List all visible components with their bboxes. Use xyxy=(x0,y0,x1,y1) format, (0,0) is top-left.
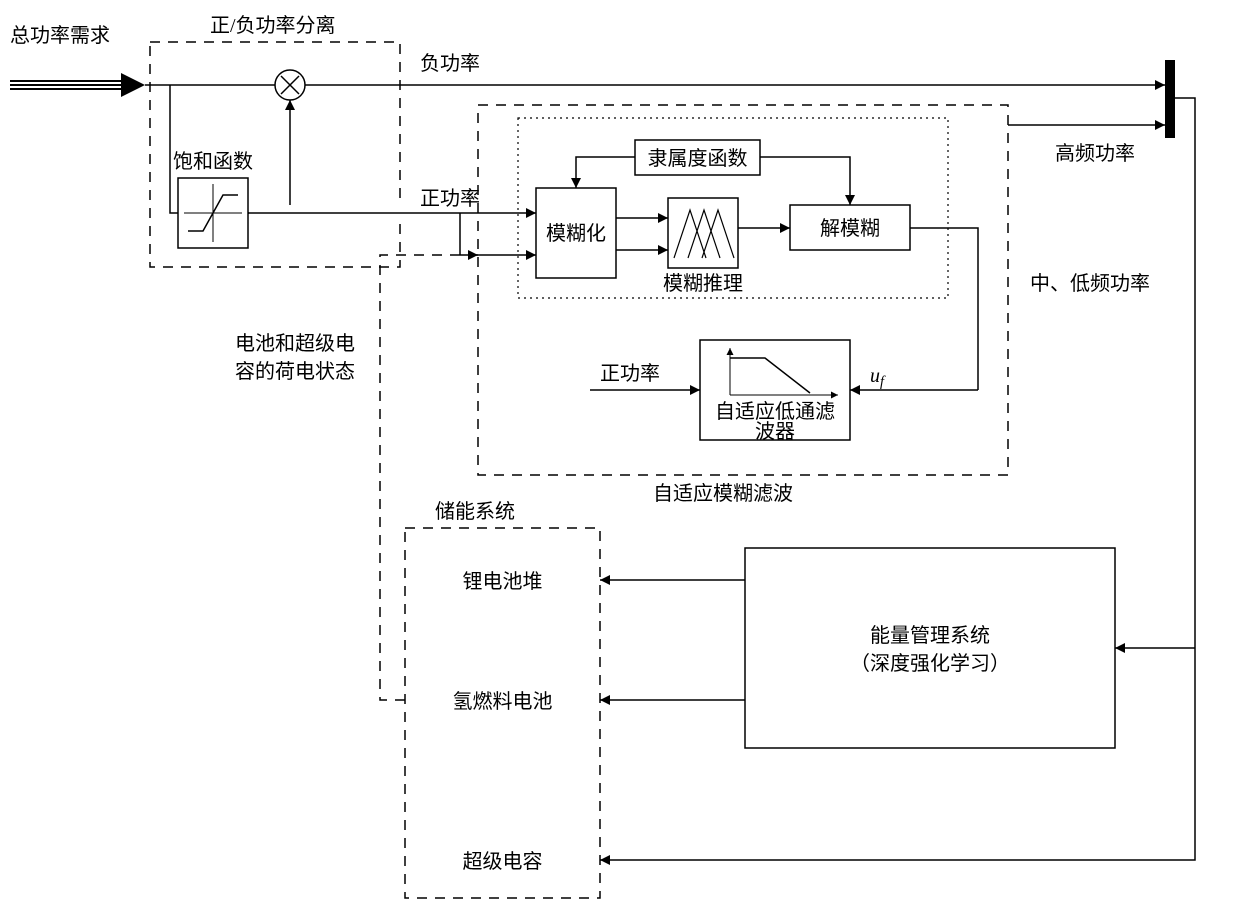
label-h2-fuelcell: 氢燃料电池 xyxy=(453,690,553,713)
label-total-power-demand: 总功率需求 xyxy=(10,24,110,47)
label-soc-1: 电池和超级电 xyxy=(235,332,355,355)
label-soc-2: 容的荷电状态 xyxy=(235,360,355,383)
label-high-freq-power: 高频功率 xyxy=(1055,142,1135,165)
label-pos-power: 正功率 xyxy=(420,187,480,210)
label-membership-fn: 隶属度函数 xyxy=(648,147,748,170)
label-neg-power: 负功率 xyxy=(420,52,480,75)
label-defuzzify: 解模糊 xyxy=(820,217,880,240)
label-storage-sys: 储能系统 xyxy=(435,500,515,523)
label-fuzzify: 模糊化 xyxy=(546,222,606,245)
label-li-battery: 锂电池堆 xyxy=(463,570,543,593)
label-pos-power-2: 正功率 xyxy=(600,362,660,385)
label-adaptive-lpf-2: 波器 xyxy=(755,420,795,443)
label-sat-fn: 饱和函数 xyxy=(173,150,253,173)
label-fuzzy-inference: 模糊推理 xyxy=(663,272,743,295)
label-pos-neg-sep: 正/负功率分离 xyxy=(210,14,336,37)
label-adaptive-fuzzy-filter: 自适应模糊滤波 xyxy=(653,482,793,505)
label-ems-1: 能量管理系统 xyxy=(870,624,990,647)
label-adaptive-lpf-1: 自适应低通滤 xyxy=(715,400,835,423)
label-supercap: 超级电容 xyxy=(463,850,543,873)
bus-bar xyxy=(1165,60,1175,138)
label-ems-2: （深度强化学习） xyxy=(850,652,1010,675)
label-mid-low-freq-power: 中、低频功率 xyxy=(1030,272,1150,295)
